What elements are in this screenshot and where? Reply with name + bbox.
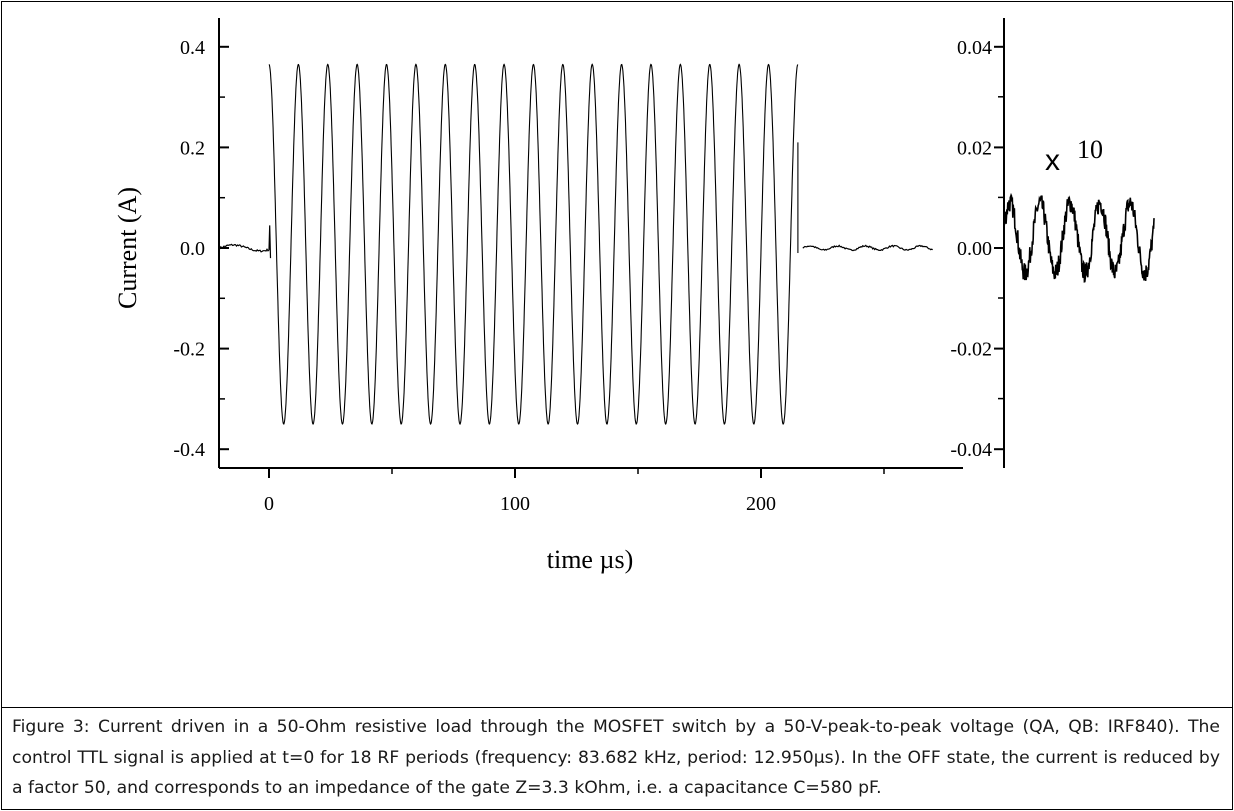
scale-factor-label: 10 — [1077, 135, 1103, 164]
y-axis-title: Current (A) — [113, 187, 142, 309]
traces-group — [219, 63, 1155, 426]
x-axis-title: time µs) — [547, 545, 633, 574]
x-tick-label: 0 — [264, 493, 274, 515]
axes-group — [218, 18, 1005, 469]
x-tick-label: 100 — [500, 493, 530, 515]
baseline-before-trace — [219, 225, 272, 259]
left-y-tick-label: 0.0 — [180, 238, 205, 260]
caption-divider — [1, 707, 1233, 708]
scale-multiplier-label: x — [1045, 144, 1060, 177]
left-y-tick-label: 0.4 — [180, 37, 205, 59]
current-vs-time-chart: 0.4 0.2 0.0 -0.2 -0.4 0.04 0.02 0.00 -0.02 -0.04 0… — [113, 18, 1155, 574]
baseline-after-trace — [802, 244, 933, 252]
left-y-tick-label: -0.4 — [173, 439, 205, 461]
right-y-tick-label: 0.02 — [957, 137, 992, 159]
right-y-tick-label: 0.00 — [957, 238, 992, 260]
figure-caption: Figure 3: Current driven in a 50-Ohm res… — [12, 717, 1220, 798]
burst-trace — [268, 63, 799, 426]
right-y-tick-label: 0.04 — [957, 37, 992, 59]
ticks-group: 0.4 0.2 0.0 -0.2 -0.4 0.04 0.02 0.00 -0.02 -0.04 0… — [173, 37, 1004, 515]
right-y-tick-label: -0.02 — [950, 339, 992, 361]
off-state-x10-trace — [1003, 192, 1155, 283]
right-y-tick-label: -0.04 — [950, 439, 992, 461]
x-tick-label: 200 — [746, 493, 776, 515]
left-y-tick-label: -0.2 — [173, 339, 205, 361]
left-y-tick-label: 0.2 — [180, 137, 205, 159]
